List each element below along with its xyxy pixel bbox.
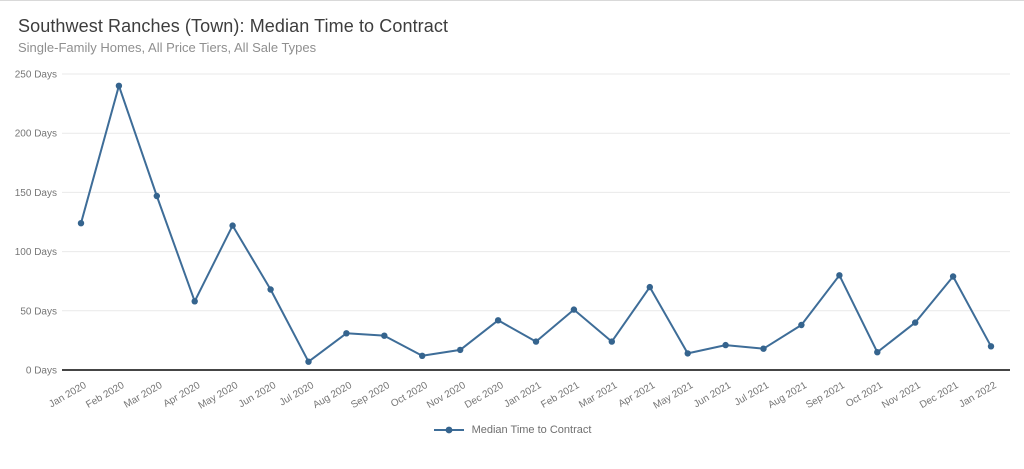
x-tick-label: Nov 2020 <box>425 380 468 411</box>
data-point-dot[interactable] <box>77 220 85 227</box>
x-tick-label: Aug 2021 <box>766 380 809 411</box>
data-point-dot[interactable] <box>494 317 502 324</box>
data-point-dot[interactable] <box>608 338 615 345</box>
data-point-dot[interactable] <box>457 346 464 354</box>
x-tick-label: Feb 2020 <box>84 380 126 411</box>
y-tick-label: 100 Days <box>15 247 57 258</box>
data-point-dot[interactable] <box>381 332 388 339</box>
data-point-dot[interactable] <box>419 352 426 359</box>
x-tick-label: Jan 2021 <box>502 380 544 410</box>
legend-line-dot-icon <box>433 426 464 434</box>
x-tick-label: Mar 2021 <box>577 380 619 411</box>
x-tick-label: Feb 2021 <box>539 380 581 411</box>
x-tick-label: Jan 2020 <box>47 380 89 410</box>
median-time-line-chart[interactable]: 0 Days 50 Days 100 Days 150 Days 200 Days 250… <box>0 61 1024 417</box>
x-tick-label: Apr 2021 <box>617 380 658 410</box>
x-tick-label: Jun 2021 <box>692 380 734 410</box>
legend-series-label: Median Time to Contract <box>471 424 592 436</box>
x-tick-label: Apr 2020 <box>162 380 203 410</box>
data-point-dot[interactable] <box>912 319 919 326</box>
x-tick-label: Jan 2022 <box>957 380 999 410</box>
data-point-dot[interactable] <box>267 286 274 293</box>
data-point-dot[interactable] <box>305 358 312 365</box>
data-point-dot[interactable] <box>760 345 767 352</box>
x-tick-label: Dec 2020 <box>463 380 506 411</box>
y-tick-label: 150 Days <box>15 188 57 199</box>
x-tick-label: Nov 2021 <box>880 380 923 411</box>
data-point-dot[interactable] <box>874 349 881 356</box>
x-tick-label: Dec 2021 <box>918 380 961 411</box>
data-point-dot[interactable] <box>949 273 957 280</box>
page-title: Southwest Ranches (Town): Median Time to… <box>18 16 449 36</box>
x-tick-label: Jul 2021 <box>733 380 772 409</box>
x-tick-label: Sep 2020 <box>349 380 392 411</box>
data-point-dot[interactable] <box>191 298 198 305</box>
data-point-dot[interactable] <box>722 341 729 349</box>
data-point-dot[interactable] <box>798 321 805 329</box>
x-tick-label: Mar 2020 <box>122 380 164 411</box>
x-tick-label: Jun 2020 <box>237 380 279 410</box>
x-tick-label: Oct 2020 <box>389 380 430 410</box>
chart-legend: Median Time to Contract <box>0 424 1024 436</box>
x-tick-label: May 2020 <box>197 380 241 412</box>
chart-subtitle: Single-Family Homes, All Price Tiers, Al… <box>18 40 317 55</box>
x-tick-label: Sep 2021 <box>804 380 847 411</box>
x-tick-label: Jul 2020 <box>278 380 317 409</box>
data-point-dot[interactable] <box>229 222 236 229</box>
x-tick-label: Oct 2021 <box>844 380 885 410</box>
y-tick-label: 200 Days <box>15 129 57 140</box>
data-point-dot[interactable] <box>646 283 653 291</box>
y-tick-label: 0 Days <box>26 366 57 377</box>
x-tick-label: May 2021 <box>652 380 696 412</box>
x-tick-label: Aug 2020 <box>311 380 354 411</box>
data-point-dot[interactable] <box>532 338 540 345</box>
y-tick-label: 50 Days <box>20 306 57 317</box>
data-point-dot[interactable] <box>987 343 995 350</box>
data-point-dot[interactable] <box>115 82 123 89</box>
data-point-dot[interactable] <box>343 330 350 337</box>
data-point-dot[interactable] <box>836 272 843 279</box>
y-tick-label: 250 Days <box>15 70 57 81</box>
data-point-dot[interactable] <box>684 350 691 357</box>
chart-header: Southwest Ranches (Town): Median Time to… <box>18 15 448 56</box>
data-point-dot[interactable] <box>153 192 160 200</box>
data-point-dot[interactable] <box>570 306 578 313</box>
series-line <box>80 84 992 363</box>
